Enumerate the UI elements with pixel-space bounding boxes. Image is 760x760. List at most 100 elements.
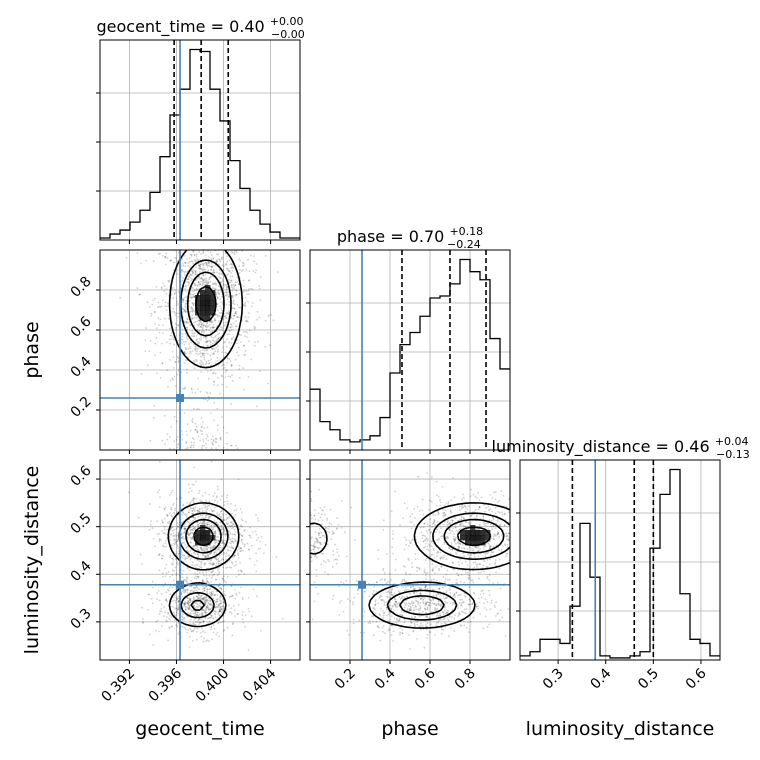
sample-point: [253, 260, 255, 262]
sample-point: [198, 618, 200, 621]
sample-point: [528, 515, 530, 517]
sample-point: [152, 537, 155, 540]
sample-point: [237, 613, 240, 615]
sample-point: [290, 507, 292, 509]
sample-point: [449, 552, 452, 555]
sample-point: [470, 514, 472, 517]
sample-point: [235, 531, 237, 533]
sample-point: [186, 423, 189, 426]
sample-point: [209, 594, 212, 597]
sample-point: [203, 611, 206, 614]
sample-point: [209, 236, 211, 238]
sample-point: [227, 358, 229, 360]
sample-point: [214, 579, 217, 581]
sample-point: [246, 457, 248, 459]
sample-point: [317, 532, 320, 534]
sample-point: [225, 317, 228, 319]
sample-point: [177, 339, 180, 342]
sample-point: [194, 455, 196, 457]
sample-point: [195, 218, 197, 220]
sample-point: [501, 513, 504, 516]
sample-point: [203, 349, 206, 352]
sample-point: [136, 475, 138, 477]
sample-point: [151, 602, 154, 605]
sample-point: [206, 556, 208, 559]
sample-point: [237, 283, 240, 286]
sample-point: [219, 315, 221, 317]
sample-point: [485, 566, 488, 568]
sample-point: [230, 285, 233, 287]
sample-point: [244, 349, 247, 352]
density-cell: [195, 530, 201, 536]
sample-point: [164, 256, 166, 258]
sample-point: [416, 567, 419, 569]
sample-point: [221, 278, 224, 280]
sample-point: [482, 518, 485, 520]
sample-point: [222, 283, 225, 286]
sample-point: [214, 545, 217, 547]
sample-point: [172, 455, 174, 457]
sample-point: [194, 429, 197, 431]
sample-point: [414, 558, 417, 560]
sample-point: [426, 545, 429, 548]
sample-point: [521, 570, 523, 572]
sample-point: [237, 557, 240, 559]
sample-point: [227, 251, 230, 253]
sample-point: [426, 557, 428, 560]
sample-point: [240, 534, 243, 537]
sample-point: [216, 302, 219, 305]
sample-point: [454, 538, 457, 541]
sample-point: [246, 336, 248, 338]
sample-point: [537, 519, 539, 521]
sample-point: [152, 299, 155, 302]
sample-point: [200, 618, 203, 621]
sample-point: [489, 508, 491, 510]
sample-point: [185, 455, 187, 457]
sample-point: [200, 237, 202, 239]
sample-point: [158, 553, 161, 556]
sample-point: [399, 524, 401, 527]
sample-point: [504, 544, 507, 547]
sample-point: [318, 527, 321, 530]
sample-point: [233, 285, 236, 288]
sample-point: [213, 384, 215, 386]
sample-point: [203, 549, 206, 552]
sample-point: [437, 511, 440, 514]
sample-point: [464, 510, 467, 513]
sample-point: [214, 542, 216, 544]
sample-point: [199, 547, 202, 549]
sample-point: [239, 245, 241, 247]
sample-point: [472, 493, 475, 496]
sample-point: [235, 560, 237, 563]
sample-point: [193, 438, 195, 441]
sample-point: [203, 597, 206, 599]
sample-point: [153, 297, 156, 300]
sample-point: [421, 534, 424, 537]
sample-point: [195, 358, 198, 361]
sample-point: [189, 446, 192, 449]
sample-point: [193, 564, 196, 567]
sample-point: [473, 556, 476, 558]
sample-point: [205, 360, 208, 363]
sample-point: [498, 524, 501, 527]
sample-point: [289, 544, 291, 546]
sample-point: [213, 381, 215, 383]
sample-point: [327, 559, 329, 561]
sample-point: [217, 530, 220, 533]
sample-point: [213, 610, 216, 613]
sample-point: [398, 618, 401, 620]
sample-point: [218, 336, 220, 339]
sample-point: [237, 346, 240, 349]
sample-point: [188, 607, 191, 609]
sample-point: [220, 621, 223, 624]
sample-point: [221, 346, 224, 349]
sample-point: [195, 471, 197, 473]
sample-point: [205, 281, 208, 284]
sample-point: [225, 285, 228, 288]
sample-point: [514, 563, 516, 565]
sample-point: [176, 511, 179, 513]
sample-point: [237, 552, 240, 555]
sample-point: [209, 546, 212, 549]
sample-point: [256, 405, 258, 408]
sample-point: [244, 354, 247, 356]
